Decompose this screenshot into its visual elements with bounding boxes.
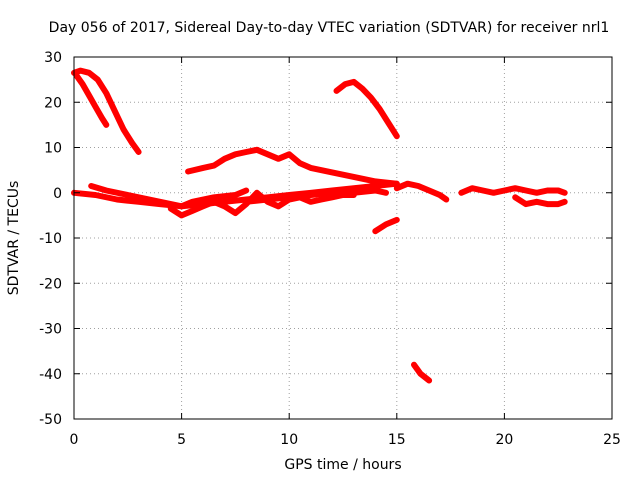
- series-arc-13: [512, 194, 568, 208]
- series-arc-2: [73, 72, 110, 128]
- y-tick-label: 10: [44, 141, 62, 157]
- y-tick-label: -50: [39, 412, 62, 428]
- x-tick-label: 15: [388, 432, 406, 448]
- x-tick-label: 25: [603, 432, 621, 448]
- y-tick-label: -10: [39, 231, 62, 247]
- y-axis-label: SDTVAR / TECUs: [6, 181, 22, 296]
- x-tick-label: 0: [70, 432, 79, 448]
- series-arc-10: [411, 361, 433, 384]
- y-tick-label: -30: [39, 322, 62, 338]
- chart-title: Day 056 of 2017, Sidereal Day-to-day VTE…: [49, 20, 610, 36]
- y-tick-label: 30: [44, 50, 62, 66]
- x-tick-label: 5: [177, 432, 186, 448]
- x-axis-label: GPS time / hours: [284, 457, 401, 473]
- y-tick-label: 0: [53, 186, 62, 202]
- y-tick-label: -40: [39, 367, 62, 383]
- x-tick-label: 10: [280, 432, 298, 448]
- axis-ticks: 0 5 10 15 20 25 -50 -40 -30 -20 -10 0 10 20 30: [39, 50, 621, 448]
- data-series: [71, 67, 568, 384]
- series-arc-12: [458, 185, 568, 196]
- y-tick-label: -20: [39, 276, 62, 292]
- series-arc-11: [393, 180, 450, 203]
- series-arc-9: [372, 216, 400, 235]
- series-arc-5: [71, 180, 400, 210]
- grid: [74, 57, 612, 419]
- series-arc-8: [243, 187, 389, 205]
- y-tick-label: 20: [44, 95, 62, 111]
- series-arc-3: [333, 78, 400, 140]
- x-tick-label: 20: [495, 432, 513, 448]
- series-arc-6: [88, 183, 250, 210]
- series-arc-1: [71, 67, 142, 155]
- series-arc-4: [185, 146, 400, 187]
